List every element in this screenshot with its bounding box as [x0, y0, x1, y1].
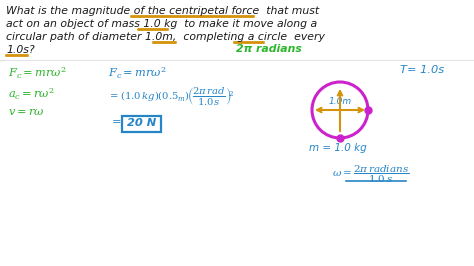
Text: $v = r\omega$: $v = r\omega$ — [8, 107, 45, 117]
Text: $=(1.0\,kg)(0.5_m)\!\left(\dfrac{2\pi\,rad}{1.0s}\right)^{\!\!2}$: $=(1.0\,kg)(0.5_m)\!\left(\dfrac{2\pi\,r… — [108, 85, 234, 107]
Text: 2π radians: 2π radians — [236, 44, 302, 54]
Text: T= 1.0s: T= 1.0s — [400, 65, 444, 75]
Text: $a_c = r\omega^2$: $a_c = r\omega^2$ — [8, 86, 55, 102]
Text: =: = — [112, 117, 121, 127]
Text: 1.0m: 1.0m — [328, 97, 352, 106]
Text: circular path of diameter 1.0m,  completing a circle  every: circular path of diameter 1.0m, completi… — [6, 32, 325, 42]
Text: $F_c = mr\omega^2$: $F_c = mr\omega^2$ — [8, 65, 67, 81]
Text: $\omega = \dfrac{2\pi\,radians}{1.0\,s}$: $\omega = \dfrac{2\pi\,radians}{1.0\,s}$ — [332, 164, 410, 185]
Text: act on an object of mass 1.0 kg  to make it move along a: act on an object of mass 1.0 kg to make … — [6, 19, 317, 29]
Text: 1.0s?: 1.0s? — [6, 45, 35, 55]
Text: 20 N: 20 N — [127, 118, 156, 128]
Text: m = 1.0 kg: m = 1.0 kg — [309, 143, 367, 153]
Text: What is the magnitude of the centripetal force  that must: What is the magnitude of the centripetal… — [6, 6, 319, 16]
Text: $F_c = mr\omega^2$: $F_c = mr\omega^2$ — [108, 65, 167, 81]
